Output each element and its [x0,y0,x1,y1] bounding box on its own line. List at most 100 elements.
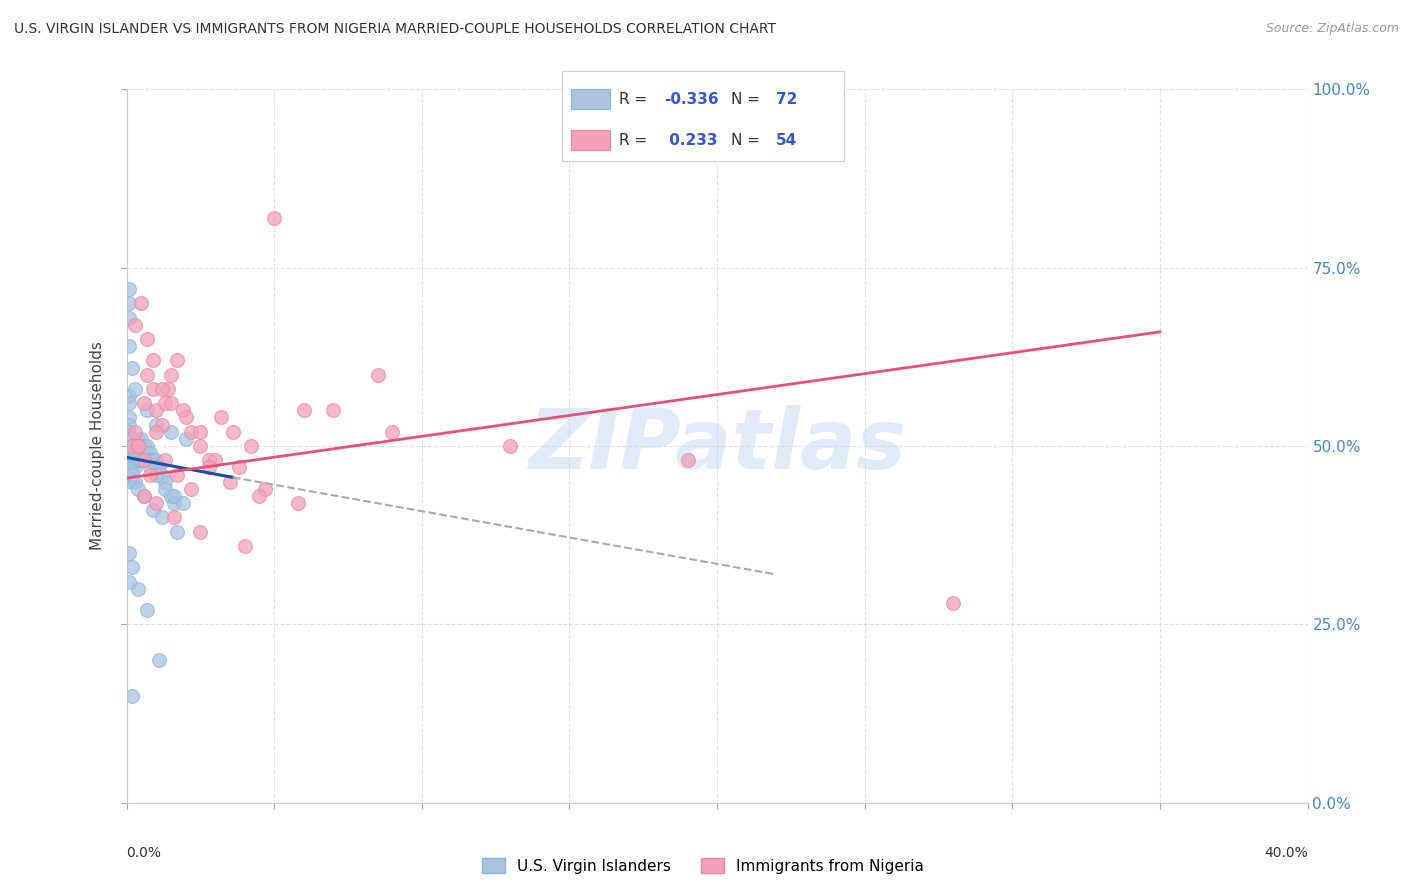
Text: 40.0%: 40.0% [1264,846,1308,860]
Point [127,432,149,446]
Point [121,439,143,453]
Point [136,446,159,460]
Point [148,653,170,667]
Point [121,475,143,489]
Point [134,489,156,503]
Text: U.S. VIRGIN ISLANDER VS IMMIGRANTS FROM NIGERIA MARRIED-COUPLE HOUSEHOLDS CORREL: U.S. VIRGIN ISLANDER VS IMMIGRANTS FROM … [14,22,776,37]
Point [204,453,226,467]
Point [219,475,242,489]
Point [124,439,146,453]
Point [136,368,159,382]
Legend: U.S. Virgin Islanders, Immigrants from Nigeria: U.S. Virgin Islanders, Immigrants from N… [475,852,931,880]
Text: -0.336: -0.336 [664,92,718,106]
Point [145,460,167,475]
Point [139,467,162,482]
Point [166,353,188,368]
Point [150,382,173,396]
Point [118,296,141,310]
Point [118,310,141,325]
Point [228,460,250,475]
Point [134,446,156,460]
Text: N =: N = [731,133,765,147]
Point [121,460,143,475]
Point [129,296,153,310]
Text: ZIPatlas: ZIPatlas [529,406,905,486]
Point [124,446,146,460]
Point [142,353,165,368]
Point [136,403,159,417]
Point [134,489,156,503]
Point [163,510,186,524]
Point [124,453,146,467]
Point [129,439,153,453]
Point [127,439,149,453]
Point [118,546,141,560]
Point [287,496,309,510]
Point [198,453,221,467]
Point [127,453,149,467]
Point [150,417,173,432]
Point [156,382,179,396]
Point [121,439,143,453]
Point [153,475,176,489]
Point [153,482,176,496]
Point [292,403,315,417]
Point [163,489,186,503]
Point [159,396,183,410]
Point [142,503,165,517]
Point [121,439,143,453]
Point [145,425,167,439]
Point [366,368,388,382]
Point [159,489,183,503]
Point [254,482,277,496]
Point [145,417,167,432]
Point [134,453,156,467]
Point [136,603,159,617]
Point [163,496,186,510]
Point [172,496,194,510]
Point [676,453,699,467]
Point [145,403,167,417]
Point [188,425,211,439]
Point [166,524,188,539]
Point [142,453,165,467]
Point [148,460,170,475]
Point [499,439,522,453]
Point [222,425,245,439]
Text: 54: 54 [776,133,797,147]
Point [124,382,146,396]
Point [381,425,404,439]
Text: 72: 72 [776,92,797,106]
Point [118,417,141,432]
Point [233,539,256,553]
Point [127,482,149,496]
Point [159,368,183,382]
Point [145,467,167,482]
Point [118,339,141,353]
Point [129,432,153,446]
Point [145,496,167,510]
Point [198,460,221,475]
Point [127,439,149,453]
Point [124,318,146,332]
Point [134,439,156,453]
Point [127,582,149,596]
Point [124,460,146,475]
Point [121,560,143,574]
Point [118,410,141,425]
Point [942,596,965,610]
Point [263,211,285,225]
Point [239,439,262,453]
Point [247,489,270,503]
Point [150,510,173,524]
Point [129,453,153,467]
Point [139,446,162,460]
Point [121,439,143,453]
Point [174,432,197,446]
Point [166,467,188,482]
Point [127,439,149,453]
Y-axis label: Married-couple Households: Married-couple Households [90,342,105,550]
Text: 0.0%: 0.0% [127,846,162,860]
Point [134,396,156,410]
Point [124,446,146,460]
